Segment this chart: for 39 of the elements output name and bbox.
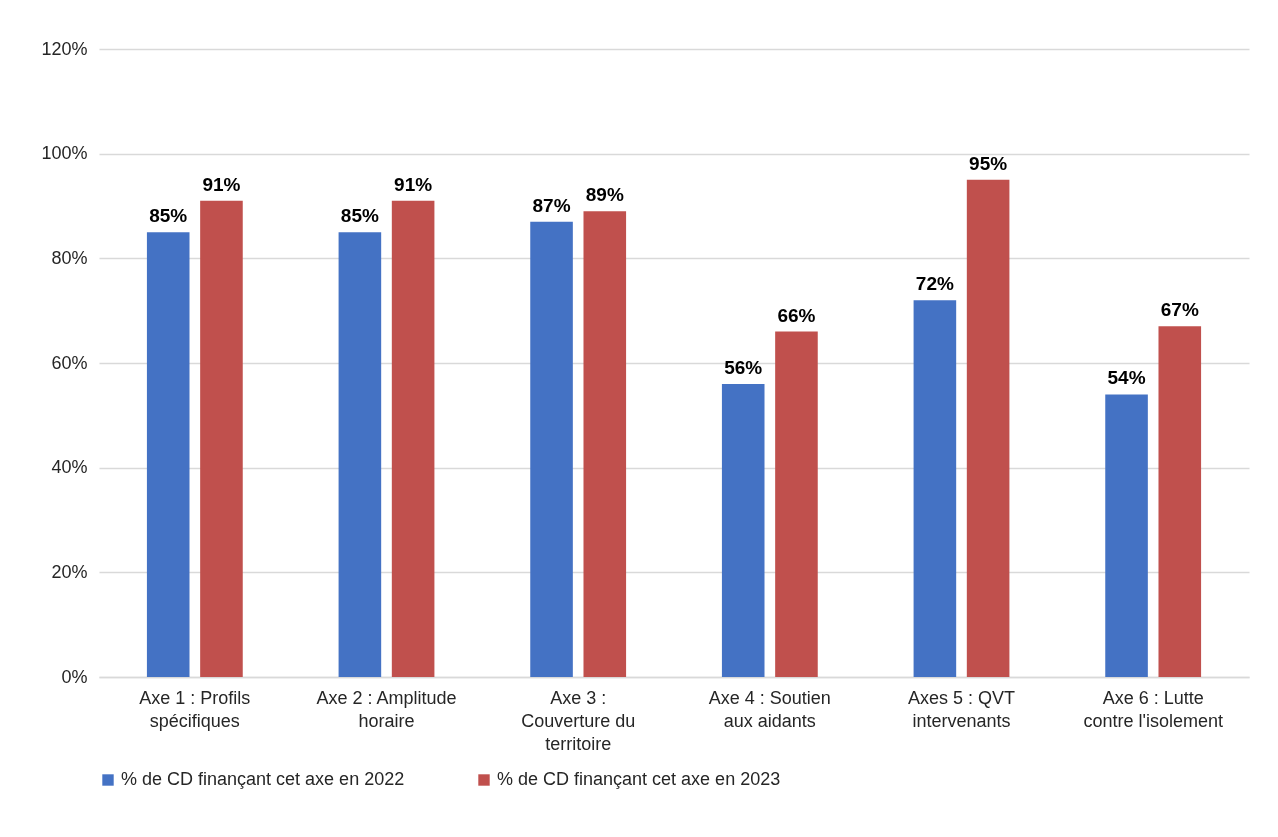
bar xyxy=(338,232,382,677)
data-label: 85% xyxy=(149,205,188,227)
y-tick-label: 80% xyxy=(51,247,88,268)
y-tick-label: 0% xyxy=(61,666,88,687)
x-tick-label: Axe 6 : Lutte contre l'isolement xyxy=(1083,687,1223,731)
data-label: 72% xyxy=(915,273,954,295)
legend-label: % de CD finançant cet axe en 2022 xyxy=(121,769,405,789)
bar xyxy=(966,179,1010,677)
y-tick-label: 60% xyxy=(51,352,88,373)
bar xyxy=(583,211,627,677)
y-tick-label: 120% xyxy=(41,38,88,59)
bar xyxy=(721,383,765,677)
bar xyxy=(1158,326,1202,677)
bar xyxy=(775,331,818,677)
bar xyxy=(530,221,573,677)
bar xyxy=(391,200,435,677)
x-tick-label: Axe 1 : Profils spécifiques xyxy=(139,687,251,731)
x-tick-label: Axes 5 : QVT intervenants xyxy=(907,687,1016,731)
x-tick-label: Axe 4 : Soutien aux aidants xyxy=(708,687,831,731)
bar xyxy=(1105,394,1148,677)
data-label: 89% xyxy=(585,184,624,206)
data-label: 95% xyxy=(969,152,1008,174)
bar xyxy=(913,300,957,677)
data-label: 66% xyxy=(777,304,816,326)
data-label: 91% xyxy=(394,173,433,195)
x-tick-label: Axe 2 : Amplitude horaire xyxy=(316,687,457,731)
bar xyxy=(200,200,243,677)
data-label: 67% xyxy=(1160,299,1199,321)
x-tick-label: Axe 3 : Couverture du territoire xyxy=(521,687,636,754)
y-tick-label: 20% xyxy=(51,561,88,582)
data-label: 85% xyxy=(340,205,379,227)
data-label: 91% xyxy=(202,173,241,195)
data-label: 87% xyxy=(532,194,571,216)
data-label: 56% xyxy=(724,356,763,378)
data-label: 54% xyxy=(1107,367,1146,389)
bar xyxy=(146,232,190,677)
y-tick-label: 100% xyxy=(41,143,88,164)
legend-label: % de CD finançant cet axe en 2023 xyxy=(497,769,781,789)
y-tick-label: 40% xyxy=(51,457,88,478)
